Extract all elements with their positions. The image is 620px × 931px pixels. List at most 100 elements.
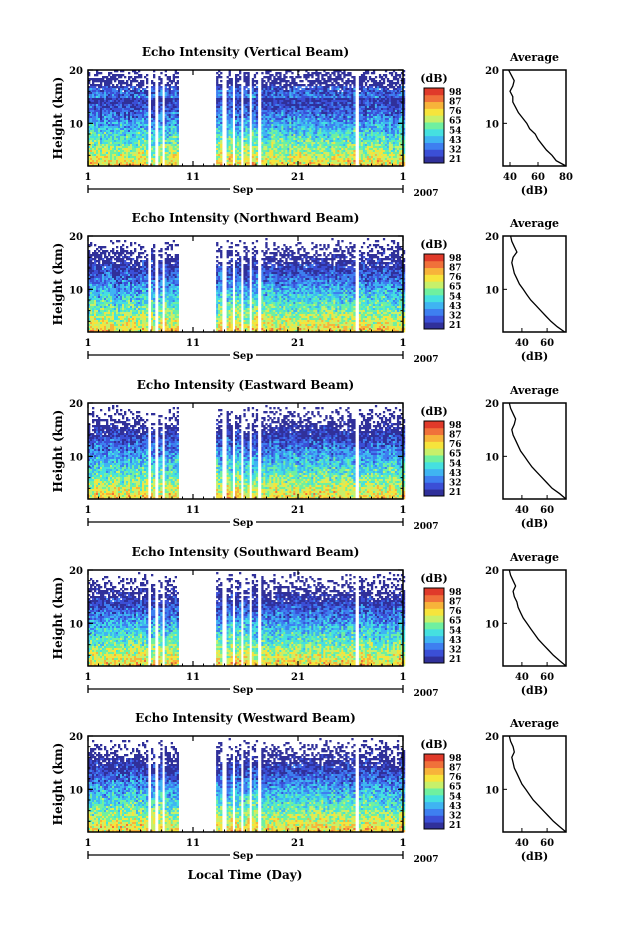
heatmap-cell — [226, 98, 229, 101]
heatmap-cell — [329, 150, 332, 153]
heatmap-cell — [98, 156, 101, 159]
heatmap-cell — [251, 102, 255, 105]
heatmap-cell — [243, 110, 246, 113]
heatmap-cell — [164, 104, 167, 107]
heatmap-cell — [281, 100, 284, 103]
heatmap-cell — [144, 150, 147, 153]
heatmap-cell — [285, 128, 288, 131]
heatmap-cell — [226, 94, 229, 97]
heatmap-cell — [130, 124, 133, 127]
heatmap-cell — [305, 160, 308, 163]
heatmap-cell — [151, 122, 154, 125]
heatmap-cell — [160, 154, 163, 157]
heatmap-cell — [166, 114, 169, 117]
heatmap-cell — [160, 104, 163, 107]
heatmap-cell — [279, 162, 282, 165]
heatmap-cell — [345, 162, 348, 165]
heatmap-cell — [124, 76, 127, 79]
heatmap-cell — [118, 114, 121, 117]
heatmap-cell — [239, 164, 242, 167]
heatmap-cell — [271, 122, 274, 125]
heatmap-cell — [176, 122, 179, 125]
heatmap-cell — [311, 126, 314, 129]
heatmap-cell — [339, 154, 342, 157]
heatmap-cell — [289, 144, 292, 147]
heatmap-cell — [94, 86, 97, 89]
heatmap-cell — [216, 146, 219, 149]
heatmap-cell — [329, 100, 332, 103]
heatmap-cell — [96, 164, 99, 167]
heatmap-cell — [140, 148, 143, 151]
heatmap-cell — [341, 88, 344, 91]
heatmap-cell — [116, 92, 119, 95]
heatmap-cell — [293, 134, 296, 137]
heatmap-cell — [108, 132, 111, 135]
heatmap-cell — [273, 78, 276, 81]
heatmap-cell — [353, 162, 356, 165]
heatmap-cell — [218, 134, 221, 137]
heatmap-cell — [96, 72, 99, 75]
heatmap-cell — [114, 100, 117, 103]
heatmap-cell — [279, 128, 282, 131]
heatmap-cell — [267, 100, 270, 103]
heatmap-cell — [279, 86, 282, 89]
heatmap-cell — [158, 110, 161, 113]
heatmap-cell — [126, 124, 129, 127]
heatmap-cell — [114, 78, 117, 81]
heatmap-cell — [285, 146, 288, 149]
heatmap-cell — [255, 160, 259, 163]
heatmap-cell — [374, 152, 378, 155]
heatmap-cell — [146, 96, 149, 99]
heatmap-cell — [281, 130, 284, 133]
heatmap-cell — [351, 82, 354, 85]
heatmap-cell — [351, 124, 354, 127]
heatmap-cell — [339, 90, 342, 93]
heatmap-cell — [341, 114, 344, 117]
heatmap-cell — [158, 120, 161, 123]
heatmap-cell — [239, 88, 242, 91]
heatmap-cell — [343, 148, 346, 151]
heatmap-cell — [275, 112, 278, 115]
heatmap-cell — [124, 158, 127, 161]
heatmap-cell — [265, 126, 268, 129]
heatmap-cell — [247, 156, 250, 159]
heatmap-cell — [226, 148, 229, 151]
heatmap-cell — [102, 86, 105, 89]
heatmap-cell — [321, 112, 324, 115]
heatmap-cell — [311, 98, 314, 101]
heatmap-cell — [235, 146, 238, 149]
heatmap-cell — [337, 136, 340, 139]
heatmap-cell — [327, 122, 330, 125]
heatmap-cell — [364, 146, 368, 149]
heatmap-cell — [106, 128, 109, 131]
heatmap-cell — [297, 154, 300, 157]
heatmap-cell — [299, 154, 302, 157]
heatmap-cell — [136, 100, 139, 103]
heatmap-cell — [158, 158, 161, 161]
heatmap-cell — [279, 134, 282, 137]
heatmap-cell — [281, 152, 284, 155]
heatmap-cell — [170, 86, 173, 89]
heatmap-cell — [341, 108, 344, 111]
heatmap-cell — [102, 154, 105, 157]
heatmap-cell — [362, 88, 366, 91]
heatmap-cell — [358, 100, 362, 103]
heatmap-cell — [329, 154, 332, 157]
heatmap-cell — [283, 116, 286, 119]
heatmap-cell — [366, 134, 370, 137]
heatmap-cell — [102, 122, 105, 125]
heatmap-cell — [263, 144, 266, 147]
heatmap-cell — [253, 138, 257, 141]
heatmap-cell — [366, 140, 370, 143]
heatmap-cell — [315, 142, 318, 145]
heatmap-cell — [303, 100, 306, 103]
heatmap-cell — [130, 150, 133, 153]
heatmap-cell — [275, 116, 278, 119]
heatmap-cell — [335, 152, 338, 155]
heatmap-cell — [337, 114, 340, 117]
heatmap-cell — [287, 116, 290, 119]
heatmap-cell — [140, 164, 143, 167]
heatmap-cell — [220, 150, 223, 153]
heatmap-cell — [358, 150, 362, 153]
heatmap-cell — [317, 124, 320, 127]
